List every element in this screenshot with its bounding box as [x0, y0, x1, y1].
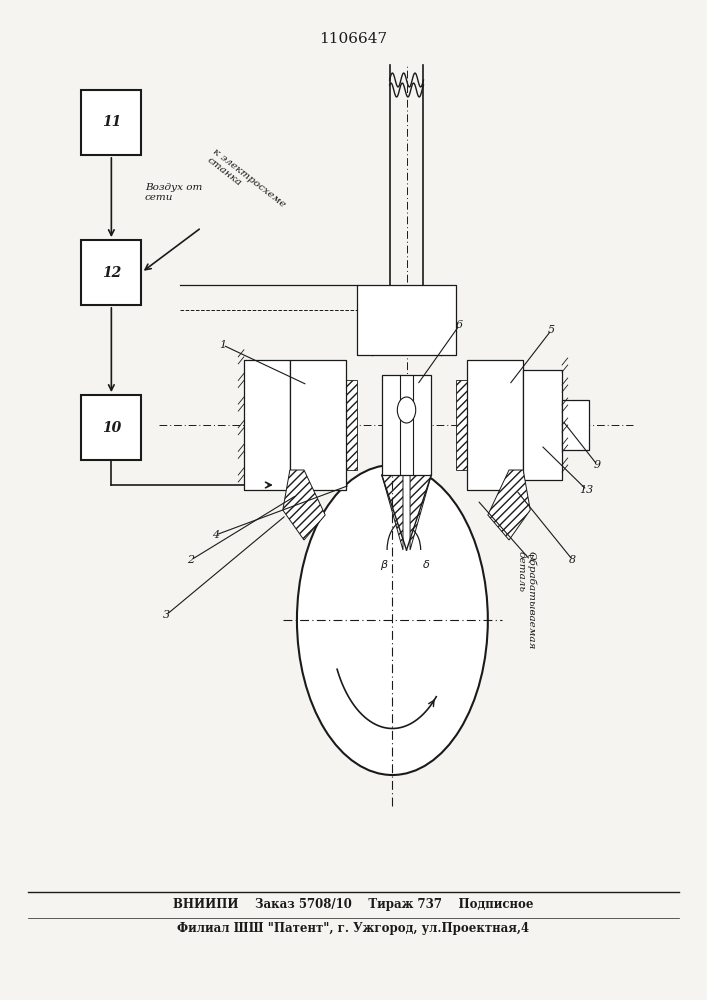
Text: δ: δ [423, 560, 430, 570]
Bar [81, 395, 141, 460]
Text: β: β [380, 560, 387, 570]
Bar [523, 370, 562, 480]
Text: 10: 10 [102, 420, 121, 434]
Text: 7: 7 [527, 555, 534, 565]
Text: 2: 2 [187, 555, 194, 565]
Bar [523, 370, 562, 480]
Bar [81, 240, 141, 305]
Bar [357, 285, 456, 355]
Bar [562, 400, 589, 450]
Bar [290, 360, 346, 490]
Text: 12: 12 [102, 266, 121, 280]
Text: к электросхеме
станка: к электросхеме станка [205, 147, 288, 218]
Text: 6: 6 [456, 320, 463, 330]
Text: Обрабатываемая
деталь: Обрабатываемая деталь [516, 551, 536, 649]
Bar [382, 375, 431, 475]
Bar [357, 285, 456, 355]
Bar [244, 360, 290, 490]
Text: 9: 9 [594, 460, 601, 470]
Bar [81, 90, 141, 155]
Text: 3: 3 [163, 610, 170, 620]
Polygon shape [283, 470, 325, 540]
Text: 1106647: 1106647 [320, 32, 387, 46]
Bar [290, 360, 346, 490]
Text: 1: 1 [219, 340, 226, 350]
Bar [346, 380, 357, 470]
Bar [244, 360, 290, 490]
Circle shape [397, 397, 416, 423]
Bar [467, 360, 523, 490]
Ellipse shape [297, 465, 488, 775]
Text: Филиал ШШ "Патент", г. Ужгород, ул.Проектная,4: Филиал ШШ "Патент", г. Ужгород, ул.Проек… [177, 922, 530, 935]
Bar [456, 380, 467, 470]
Text: Воздух от
сети: Воздух от сети [145, 183, 202, 202]
Polygon shape [382, 475, 403, 550]
Bar [467, 360, 523, 490]
Text: 4: 4 [212, 530, 219, 540]
Polygon shape [488, 470, 530, 540]
Text: 11: 11 [102, 115, 121, 129]
Bar [562, 400, 589, 450]
Text: ВНИИПИ    Заказ 5708/10    Тираж 737    Подписное: ВНИИПИ Заказ 5708/10 Тираж 737 Подписное [173, 898, 534, 911]
Text: 13: 13 [580, 485, 594, 495]
Polygon shape [410, 475, 431, 550]
Text: 8: 8 [569, 555, 576, 565]
Text: 5: 5 [548, 325, 555, 335]
